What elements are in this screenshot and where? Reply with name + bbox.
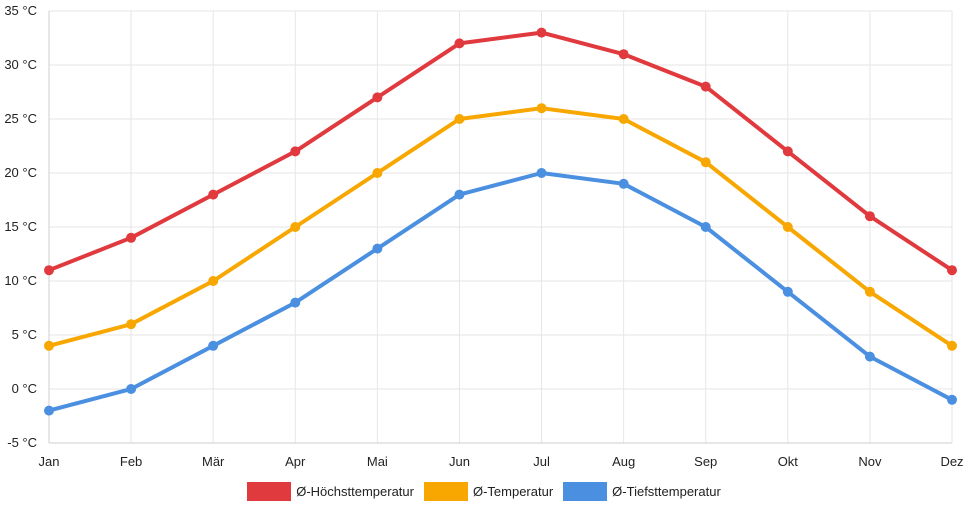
series-group [44, 168, 957, 416]
x-tick-label: Feb [120, 454, 142, 469]
legend-swatch [563, 481, 608, 501]
data-point[interactable] [44, 405, 54, 416]
y-tick-label: 30 °C [4, 57, 37, 72]
data-point[interactable] [536, 27, 547, 38]
data-point[interactable] [44, 340, 54, 351]
legend-swatch [247, 481, 292, 501]
data-point[interactable] [290, 222, 301, 232]
y-tick-label: 20 °C [4, 165, 37, 180]
data-point[interactable] [782, 146, 793, 157]
data-point[interactable] [372, 92, 383, 103]
series-line [47, 30, 954, 273]
x-tick-label: Aug [612, 454, 635, 469]
data-point[interactable] [44, 265, 54, 276]
data-point[interactable] [290, 297, 301, 308]
legend-item[interactable]: Ø-Temperatur [423, 481, 554, 501]
y-tick-label: 10 °C [4, 273, 37, 288]
data-point[interactable] [864, 211, 875, 222]
data-point[interactable] [126, 384, 137, 394]
data-point[interactable] [454, 189, 465, 200]
data-point[interactable] [126, 232, 137, 243]
data-point[interactable] [126, 319, 137, 330]
y-tick-label: 15 °C [4, 219, 37, 234]
data-point[interactable] [208, 340, 219, 351]
data-point[interactable] [536, 103, 547, 114]
y-tick-label: 0 °C [12, 381, 37, 396]
data-point[interactable] [700, 157, 711, 168]
data-point[interactable] [618, 114, 629, 124]
series-line [47, 106, 954, 348]
data-point[interactable] [208, 189, 219, 200]
y-tick-label: 35 °C [4, 3, 37, 18]
x-tick-label: Mär [202, 454, 225, 469]
x-tick-label: Jun [449, 454, 470, 469]
data-point[interactable] [372, 168, 383, 178]
y-tick-label: -5 °C [7, 435, 37, 450]
data-point[interactable] [864, 351, 875, 362]
x-axis-ticks: Jan Feb Mär Apr Mai Jun Jul Aug Sep Okt Nov Dez [39, 454, 964, 469]
y-axis-ticks: -5 °C 0 °C 5 °C 10 °C 15 °C 20 °C 25 °C 30 °C 35… [4, 3, 37, 450]
data-point[interactable] [947, 265, 957, 276]
data-point[interactable] [782, 222, 793, 232]
series-group [44, 27, 957, 276]
legend: Ø-Höchsttemperatur Ø-Temperatur Ø-Tiefstte… [0, 480, 968, 502]
series-line [47, 171, 954, 413]
data-point[interactable] [864, 286, 875, 297]
legend-label: Ø-Temperatur [472, 483, 554, 499]
data-point[interactable] [618, 178, 629, 189]
x-tick-label: Apr [285, 454, 306, 469]
data-point[interactable] [372, 243, 383, 254]
x-tick-label: Mai [367, 454, 388, 469]
x-tick-label: Dez [940, 454, 963, 469]
data-point[interactable] [618, 49, 629, 60]
data-point[interactable] [700, 222, 711, 232]
y-tick-label: 25 °C [4, 111, 37, 126]
x-tick-label: Nov [858, 454, 882, 469]
data-point[interactable] [454, 114, 465, 124]
data-point[interactable] [782, 286, 793, 297]
x-tick-label: Jul [533, 454, 550, 469]
data-point[interactable] [947, 340, 957, 351]
grid [48, 10, 953, 444]
series-lines [44, 27, 957, 416]
legend-swatch [423, 481, 468, 501]
x-tick-label: Sep [694, 454, 717, 469]
x-tick-label: Okt [778, 454, 799, 469]
legend-label: Ø-Höchsttemperatur [296, 483, 414, 499]
data-point[interactable] [208, 276, 219, 286]
legend-item[interactable]: Ø-Höchsttemperatur [247, 481, 414, 501]
legend-label: Ø-Tiefsttemperatur [612, 483, 721, 499]
data-point[interactable] [454, 38, 465, 49]
data-point[interactable] [536, 168, 547, 178]
x-tick-label: Jan [39, 454, 60, 469]
legend-item[interactable]: Ø-Tiefsttemperatur [563, 481, 721, 501]
y-tick-label: 5 °C [12, 327, 37, 342]
data-point[interactable] [947, 394, 957, 405]
series-group [44, 103, 957, 351]
data-point[interactable] [290, 146, 301, 157]
data-point[interactable] [700, 81, 711, 92]
